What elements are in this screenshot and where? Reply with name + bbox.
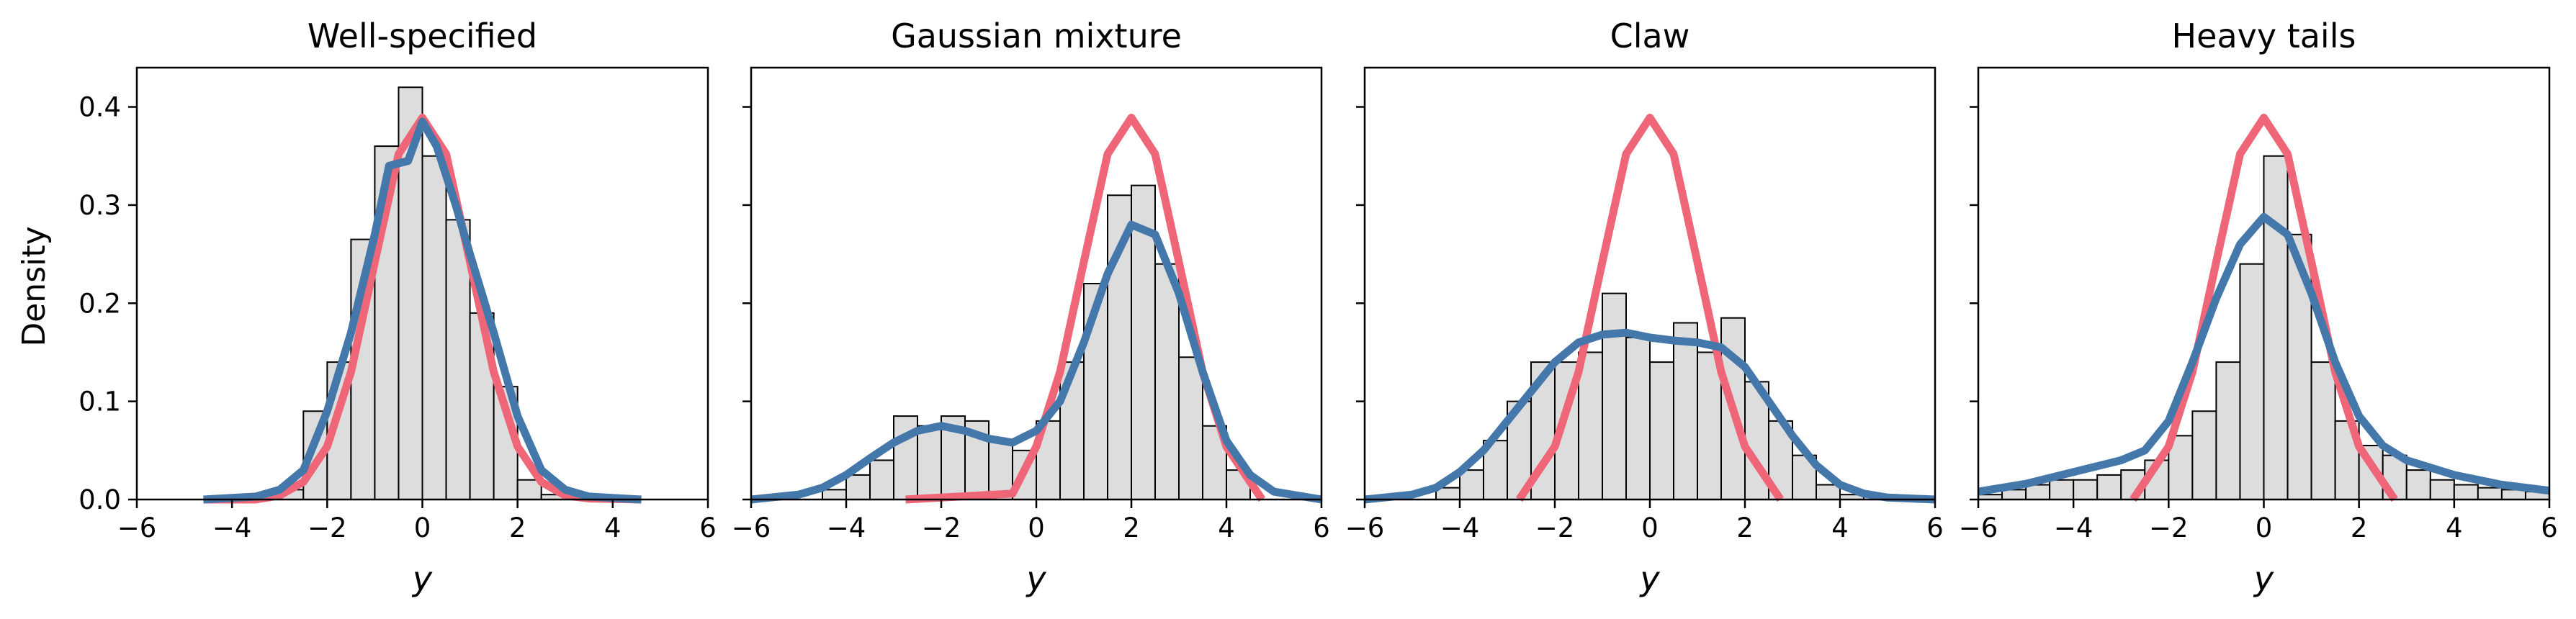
y-tick-label: 0.4 (78, 92, 121, 123)
x-tick-label: 4 (1218, 512, 1235, 543)
histogram-bar (2239, 263, 2265, 500)
estimated-density-line (203, 117, 642, 504)
true-density-line (2130, 114, 2398, 502)
x-axis-label: y (411, 559, 433, 598)
histogram-bar (1649, 361, 1674, 500)
histogram-bar (2263, 155, 2289, 501)
histogram-bar (1154, 263, 1180, 500)
histogram-bar (1697, 351, 1722, 501)
histogram-bar (2168, 435, 2194, 501)
x-tick-label: −2 (2149, 512, 2189, 543)
x-axis-label: y (2253, 559, 2274, 598)
histogram-bar (869, 459, 894, 500)
x-tick-label: 0 (2256, 512, 2273, 543)
x-tick-label: 2 (1123, 512, 1140, 543)
histogram-bar (917, 425, 942, 501)
histogram-bar (1673, 322, 1698, 500)
x-tick-label: 6 (1926, 512, 1944, 543)
histogram-bar (2453, 484, 2479, 501)
histogram-bar (1178, 356, 1203, 501)
y-tick-label: 0.3 (78, 190, 121, 221)
x-axis-label: y (1025, 559, 1046, 598)
histogram-bar (2096, 474, 2122, 501)
x-tick-label: 4 (604, 512, 621, 543)
histogram-bar (2191, 410, 2217, 500)
x-tick-label: −6 (117, 512, 157, 543)
panel-title: Claw (1610, 17, 1690, 55)
y-axis-label: Density (16, 226, 53, 346)
x-tick-label: −4 (827, 512, 866, 543)
panel-2: −6 −4 −2 0 2 4 6 Gaussian mixture y (732, 17, 1330, 598)
x-tick-label: 0 (414, 512, 431, 543)
x-tick-label: −6 (1345, 512, 1385, 543)
panel-4: −6 −4 −2 0 2 4 6 Heavy tails y (1959, 17, 2558, 598)
y-tick-label: 0.1 (78, 387, 121, 417)
histogram-bar (516, 479, 542, 501)
x-tick-label: −4 (212, 512, 252, 543)
estimated-density-line (1364, 328, 1936, 504)
x-tick-label: 0 (1641, 512, 1659, 543)
histogram-bar (988, 440, 1013, 501)
histogram-bar (2405, 469, 2431, 500)
estimated-density-line (750, 220, 1322, 504)
y-tick-label: 0.2 (78, 288, 121, 319)
x-tick-label: −2 (308, 512, 347, 543)
x-tick-label: 2 (1736, 512, 1754, 543)
histogram-bar (1602, 292, 1627, 500)
histogram-bar (822, 489, 847, 501)
estimated-density-line (1978, 212, 2550, 496)
panel-title: Heavy tails (2172, 17, 2356, 55)
x-tick-label: −4 (2054, 512, 2093, 543)
panel-title: Gaussian mixture (891, 17, 1182, 55)
y-tick-label: 0.0 (78, 484, 121, 515)
panel-title: Well-specified (308, 17, 537, 55)
histogram-bar (845, 474, 871, 501)
x-tick-label: 4 (2446, 512, 2463, 543)
x-tick-label: 2 (509, 512, 526, 543)
histogram-bar (2049, 479, 2075, 501)
x-tick-label: 6 (699, 512, 717, 543)
x-tick-label: −2 (922, 512, 961, 543)
x-tick-label: 0 (1028, 512, 1045, 543)
histogram-bar (2429, 479, 2455, 501)
x-tick-label: 2 (2351, 512, 2368, 543)
x-tick-label: 6 (2541, 512, 2558, 543)
histogram-bar (2001, 489, 2027, 501)
x-tick-label: −6 (1959, 512, 1998, 543)
x-tick-label: −2 (1535, 512, 1575, 543)
histogram-bar (2310, 361, 2336, 500)
histogram-bar (2215, 361, 2241, 500)
histogram-bar (421, 155, 447, 501)
x-tick-label: 4 (1831, 512, 1849, 543)
histogram-bar (1459, 469, 1484, 500)
histogram-bar (1578, 351, 1603, 501)
histogram-bar (2477, 487, 2503, 500)
x-tick-label: 6 (1313, 512, 1330, 543)
true-density-line (203, 114, 642, 504)
x-tick-label: −6 (732, 512, 771, 543)
panel-3: −6 −4 −2 0 2 4 6 Claw y (1345, 17, 1944, 598)
histogram-bar (1625, 337, 1651, 500)
true-density-line (1515, 114, 1785, 502)
histogram-bar (2073, 479, 2099, 501)
x-axis-label: y (1638, 559, 1660, 598)
x-tick-label: −4 (1440, 512, 1480, 543)
histogram-bar (1816, 484, 1841, 501)
panel-1: −6 −4 −2 0 2 4 6 0.0 0.1 0.2 0.3 0.4 Well-specified y (78, 17, 717, 598)
